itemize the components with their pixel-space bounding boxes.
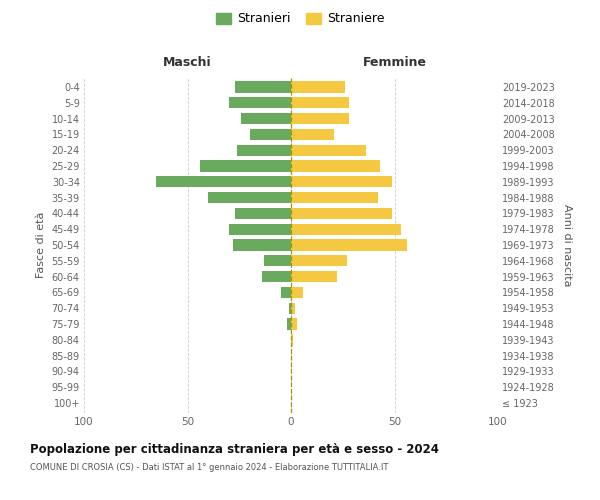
Bar — [291, 192, 378, 203]
Y-axis label: Anni di nascita: Anni di nascita — [562, 204, 572, 286]
Bar — [291, 224, 401, 235]
Text: Maschi: Maschi — [163, 56, 212, 69]
Text: Femmine: Femmine — [362, 56, 427, 69]
Bar — [287, 318, 291, 330]
Bar — [291, 255, 347, 266]
Bar — [233, 240, 291, 250]
Bar — [291, 208, 392, 219]
Legend: Stranieri, Straniere: Stranieri, Straniere — [212, 8, 388, 29]
Bar — [291, 240, 407, 250]
Bar — [291, 176, 392, 188]
Bar — [291, 160, 380, 172]
Bar — [291, 318, 297, 330]
Bar — [291, 144, 365, 156]
Bar — [200, 160, 291, 172]
Bar — [262, 271, 291, 282]
Text: COMUNE DI CROSIA (CS) - Dati ISTAT al 1° gennaio 2024 - Elaborazione TUTTITALIA.: COMUNE DI CROSIA (CS) - Dati ISTAT al 1°… — [30, 462, 388, 471]
Bar — [229, 97, 291, 108]
Bar — [237, 144, 291, 156]
Bar — [291, 286, 304, 298]
Bar — [289, 302, 291, 314]
Bar — [291, 128, 334, 140]
Bar — [291, 113, 349, 124]
Bar — [208, 192, 291, 203]
Y-axis label: Fasce di età: Fasce di età — [36, 212, 46, 278]
Bar — [235, 208, 291, 219]
Bar — [291, 97, 349, 108]
Bar — [291, 271, 337, 282]
Bar — [250, 128, 291, 140]
Bar — [291, 82, 345, 92]
Bar — [281, 286, 291, 298]
Bar — [157, 176, 291, 188]
Text: Popolazione per cittadinanza straniera per età e sesso - 2024: Popolazione per cittadinanza straniera p… — [30, 442, 439, 456]
Bar — [264, 255, 291, 266]
Bar — [291, 334, 293, 345]
Bar — [241, 113, 291, 124]
Bar — [235, 82, 291, 92]
Bar — [291, 302, 295, 314]
Bar — [229, 224, 291, 235]
